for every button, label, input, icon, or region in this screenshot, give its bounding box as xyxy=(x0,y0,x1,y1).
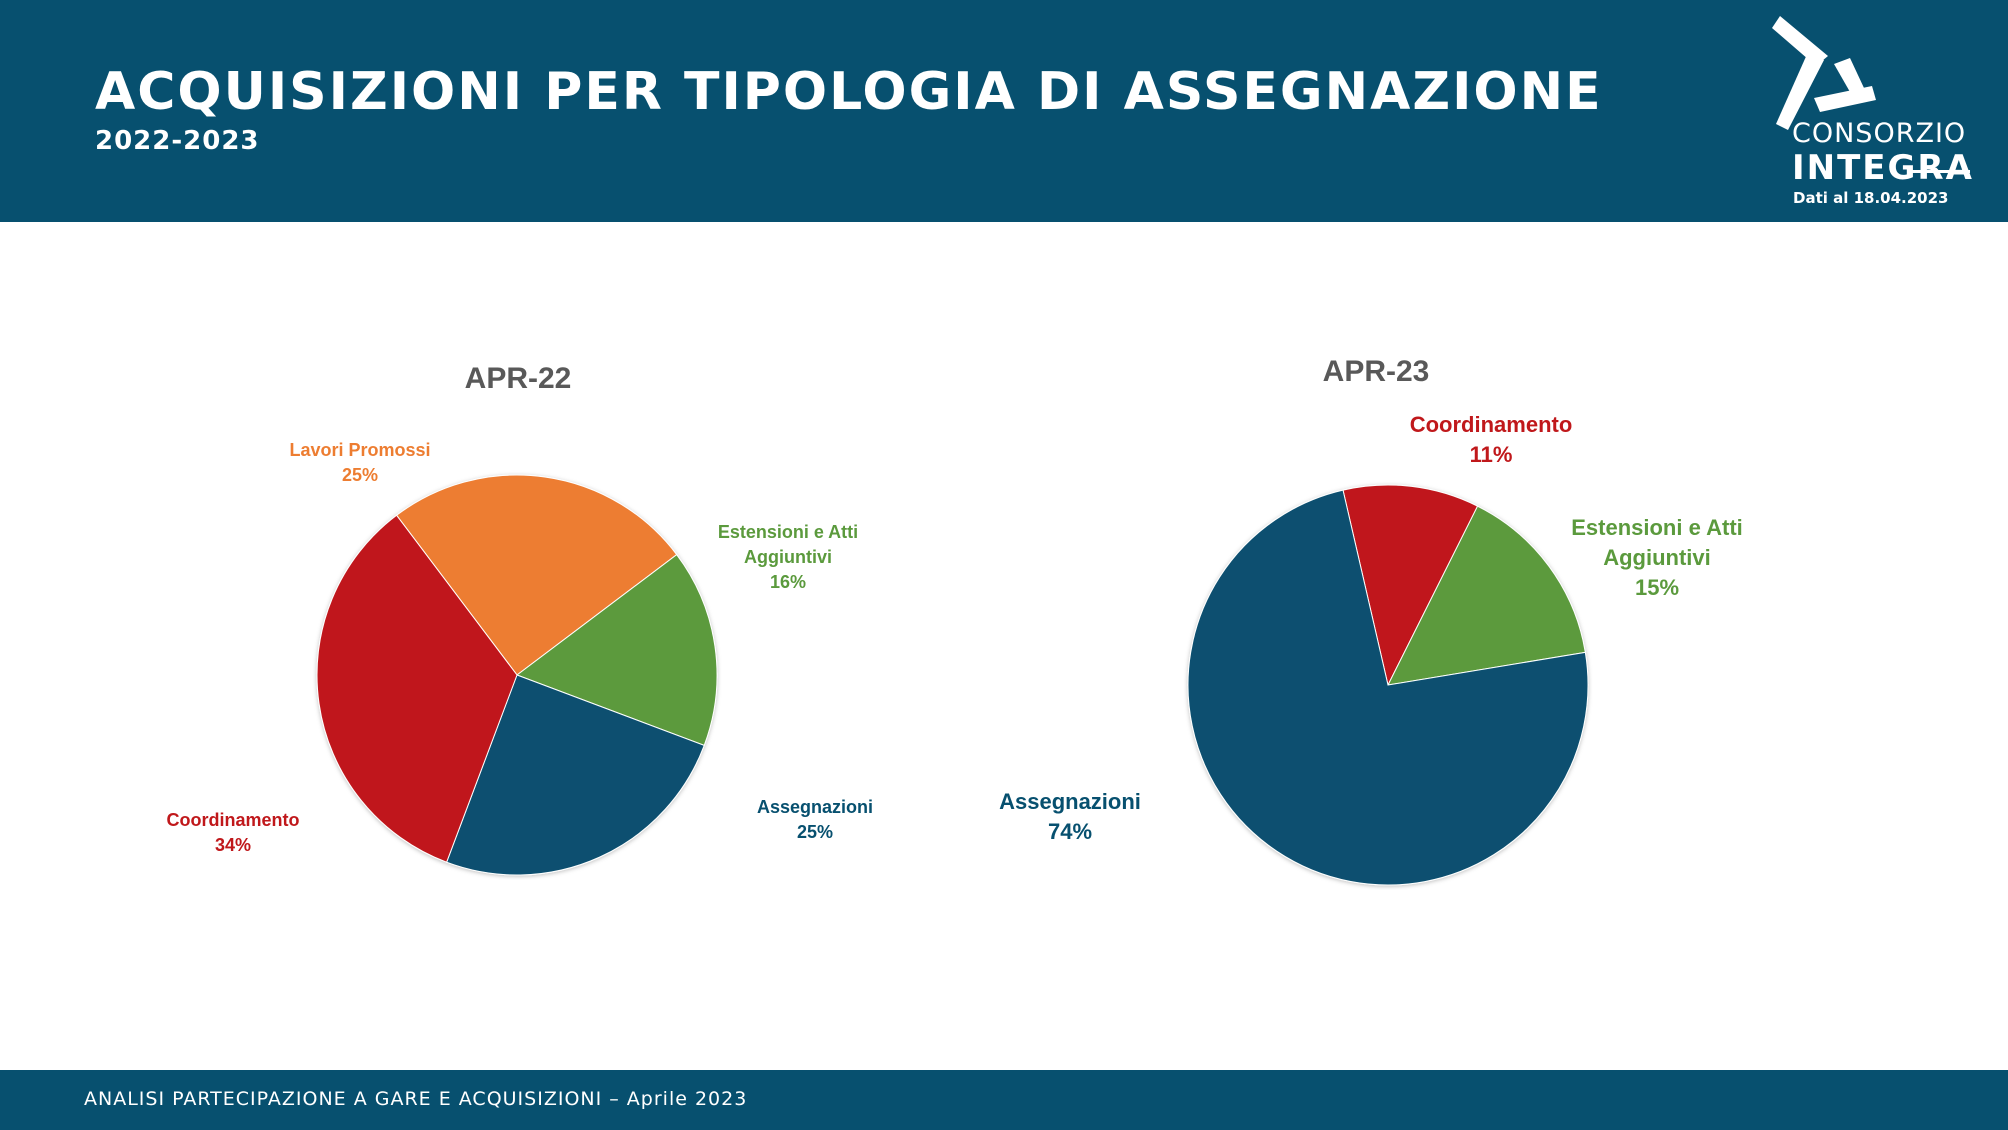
label-value: 25% xyxy=(796,822,834,842)
page-subtitle: 2022-2023 xyxy=(95,126,260,156)
pie-slice-assegnazioni xyxy=(1187,489,1589,886)
label-value: 34% xyxy=(214,835,252,855)
logo-mark-icon xyxy=(1772,16,1876,130)
label-value: 74% xyxy=(1047,819,1093,844)
pie-chart-apr22 xyxy=(316,474,718,876)
label-coordinamento-apr22: Coordinamento 34% xyxy=(167,808,300,858)
pie-slice-coordinamento xyxy=(316,514,518,863)
chart-title-apr23: APR-23 xyxy=(1322,355,1430,388)
pie-slice-estensioni-e-atti-aggiuntivi xyxy=(1387,505,1586,686)
label-text: Lavori Promossi xyxy=(289,440,431,460)
pie-slice-estensioni-e-atti-aggiuntivi xyxy=(515,553,718,747)
logo-text-integra: INTEGRA xyxy=(1792,148,1974,188)
label-text: Estensioni e Atti xyxy=(1571,515,1743,540)
label-text: Aggiuntivi xyxy=(743,547,832,567)
footer-banner: ANALISI PARTECIPAZIONE A GARE E ACQUISIZ… xyxy=(0,1070,2008,1130)
label-text: Coordinamento xyxy=(166,810,300,830)
label-text: Assegnazioni xyxy=(999,789,1141,814)
pie-slice-lavori-promossi xyxy=(395,474,678,676)
label-value: 15% xyxy=(1634,575,1680,600)
pie-slice-assegnazioni xyxy=(445,674,705,876)
label-lavori-promossi-apr22: Lavori Promossi 25% xyxy=(289,438,430,488)
label-text: Aggiuntivi xyxy=(1603,545,1711,570)
label-assegnazioni-apr23: Assegnazioni 74% xyxy=(999,787,1141,847)
label-text: Coordinamento xyxy=(1409,412,1573,437)
label-value: 16% xyxy=(769,572,807,592)
label-value: 11% xyxy=(1469,442,1513,467)
footer-text: ANALISI PARTECIPAZIONE A GARE E ACQUISIZ… xyxy=(84,1088,748,1110)
label-coordinamento-apr23: Coordinamento 11% xyxy=(1410,410,1573,470)
chart-title-apr22: APR-22 xyxy=(464,362,572,395)
label-estensioni-apr23: Estensioni e Atti Aggiuntivi 15% xyxy=(1571,513,1743,603)
label-text: Estensioni e Atti xyxy=(717,522,859,542)
label-assegnazioni-apr22: Assegnazioni 25% xyxy=(757,795,873,845)
logo-text-consorzio: CONSORZIO xyxy=(1792,118,1967,149)
consorzio-integra-logo: CONSORZIO INTEGRA Dati al 18.04.2023 xyxy=(1760,12,2000,212)
header-banner: ACQUISIZIONI PER TIPOLOGIA DI ASSEGNAZIO… xyxy=(0,0,2008,222)
label-text: Assegnazioni xyxy=(756,797,874,817)
pie-chart-apr23 xyxy=(1187,484,1589,886)
label-estensioni-apr22: Estensioni e Atti Aggiuntivi 16% xyxy=(718,520,858,595)
label-value: 25% xyxy=(341,465,379,485)
page-title: ACQUISIZIONI PER TIPOLOGIA DI ASSEGNAZIO… xyxy=(95,62,1603,122)
data-date-note: Dati al 18.04.2023 xyxy=(1793,189,1949,207)
logo-underline xyxy=(1910,170,1970,173)
